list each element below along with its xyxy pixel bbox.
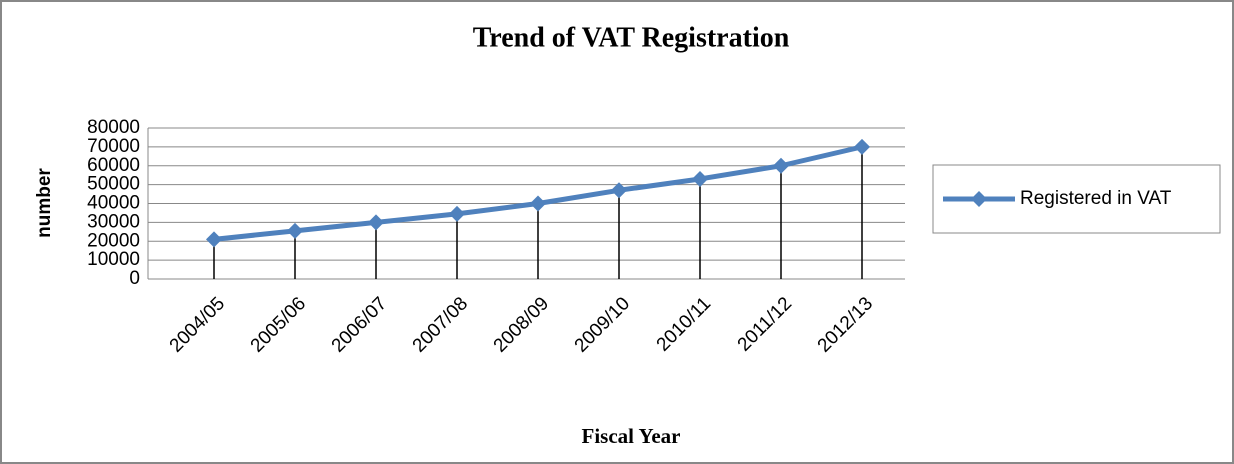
marker	[368, 214, 384, 231]
y-tick-label: 80000	[87, 117, 140, 138]
marker	[611, 182, 627, 199]
marker	[206, 231, 222, 248]
marker	[530, 195, 546, 212]
y-tick-label: 30000	[87, 211, 140, 232]
y-tick-label: 60000	[87, 155, 140, 176]
y-axis-title: number	[34, 168, 55, 238]
chart-title: Trend of VAT Registration	[473, 22, 790, 53]
marker	[449, 205, 465, 222]
y-tick-label: 70000	[87, 136, 140, 157]
y-tick-label: 20000	[87, 230, 140, 251]
y-tick-label: 10000	[87, 249, 140, 270]
x-axis-title: Fiscal Year	[582, 424, 681, 448]
marker	[854, 138, 870, 155]
y-tick-label: 0	[129, 268, 140, 289]
marker	[692, 170, 708, 187]
legend-label: Registered in VAT	[1020, 188, 1172, 209]
y-tick-label: 50000	[87, 174, 140, 195]
marker	[287, 222, 303, 239]
y-tick-label: 40000	[87, 193, 140, 214]
marker	[773, 157, 789, 174]
legend-marker	[971, 191, 987, 207]
